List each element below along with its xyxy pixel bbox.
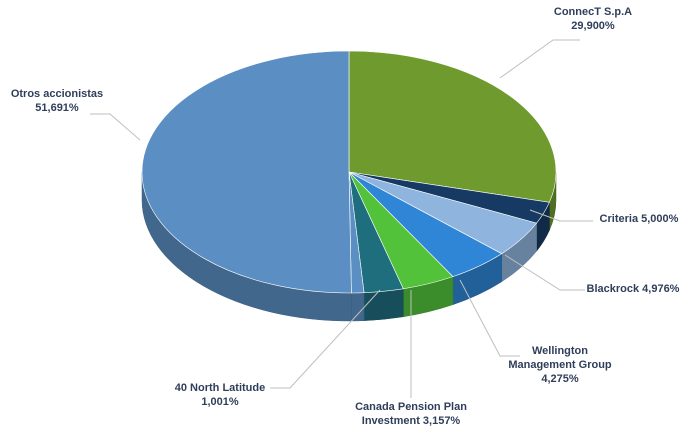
label-criteria: Criteria 5,000%: [600, 213, 679, 225]
label-line: Wellington: [532, 345, 588, 357]
pie-side-40-north-latitude: [351, 292, 365, 322]
label-line: 40 North Latitude: [175, 382, 265, 394]
leader-lines: [90, 39, 593, 398]
label-40-north-latitude: 40 North Latitude 1,001%: [175, 382, 265, 408]
label-wellington-management-group: Wellington Management Group 4,275%: [508, 345, 612, 385]
leader-line-criteria: [529, 209, 593, 222]
pie-slice-otros-accionistas: [141, 50, 352, 294]
label-otros-accionistas: Otros accionistas 51,691%: [11, 88, 103, 114]
pie-top-layer: [141, 50, 557, 294]
slice-labels: ConnecT S.p.A 29,900% Criteria 5,000% Black…: [11, 6, 680, 427]
label-line: Criteria 5,000%: [600, 213, 679, 225]
label-line: 51,691%: [35, 102, 79, 114]
label-line: Investment 3,157%: [362, 415, 461, 427]
label-line: Management Group: [508, 359, 612, 371]
label-line: 4,275%: [541, 373, 579, 385]
leader-line-blackrock: [504, 254, 585, 291]
label-line: Canada Pension Plan: [355, 401, 467, 413]
label-blackrock: Blackrock 4,976%: [587, 283, 680, 295]
label-line: 1,001%: [201, 396, 239, 408]
leader-line-40-north-latitude: [270, 289, 381, 389]
leader-line-connect-s-p-a: [499, 39, 580, 79]
pie-slice-connect-s-p-a: [348, 50, 557, 203]
leader-line-otros-accionistas: [90, 113, 141, 141]
pie-side-layer: [141, 171, 557, 322]
pie-side-canada-pension-plan-investment: [363, 288, 404, 321]
leader-line-wellington-management-group: [459, 279, 520, 357]
label-line: Otros accionistas: [11, 88, 103, 100]
label-line: Blackrock 4,976%: [587, 283, 680, 295]
label-connect-s-p-a: ConnecT S.p.A 29,900%: [554, 6, 632, 32]
label-line: ConnecT S.p.A: [554, 6, 632, 18]
label-line: 29,900%: [571, 20, 615, 32]
label-canada-pension-plan-investment: Canada Pension Plan Investment 3,157%: [355, 401, 467, 427]
